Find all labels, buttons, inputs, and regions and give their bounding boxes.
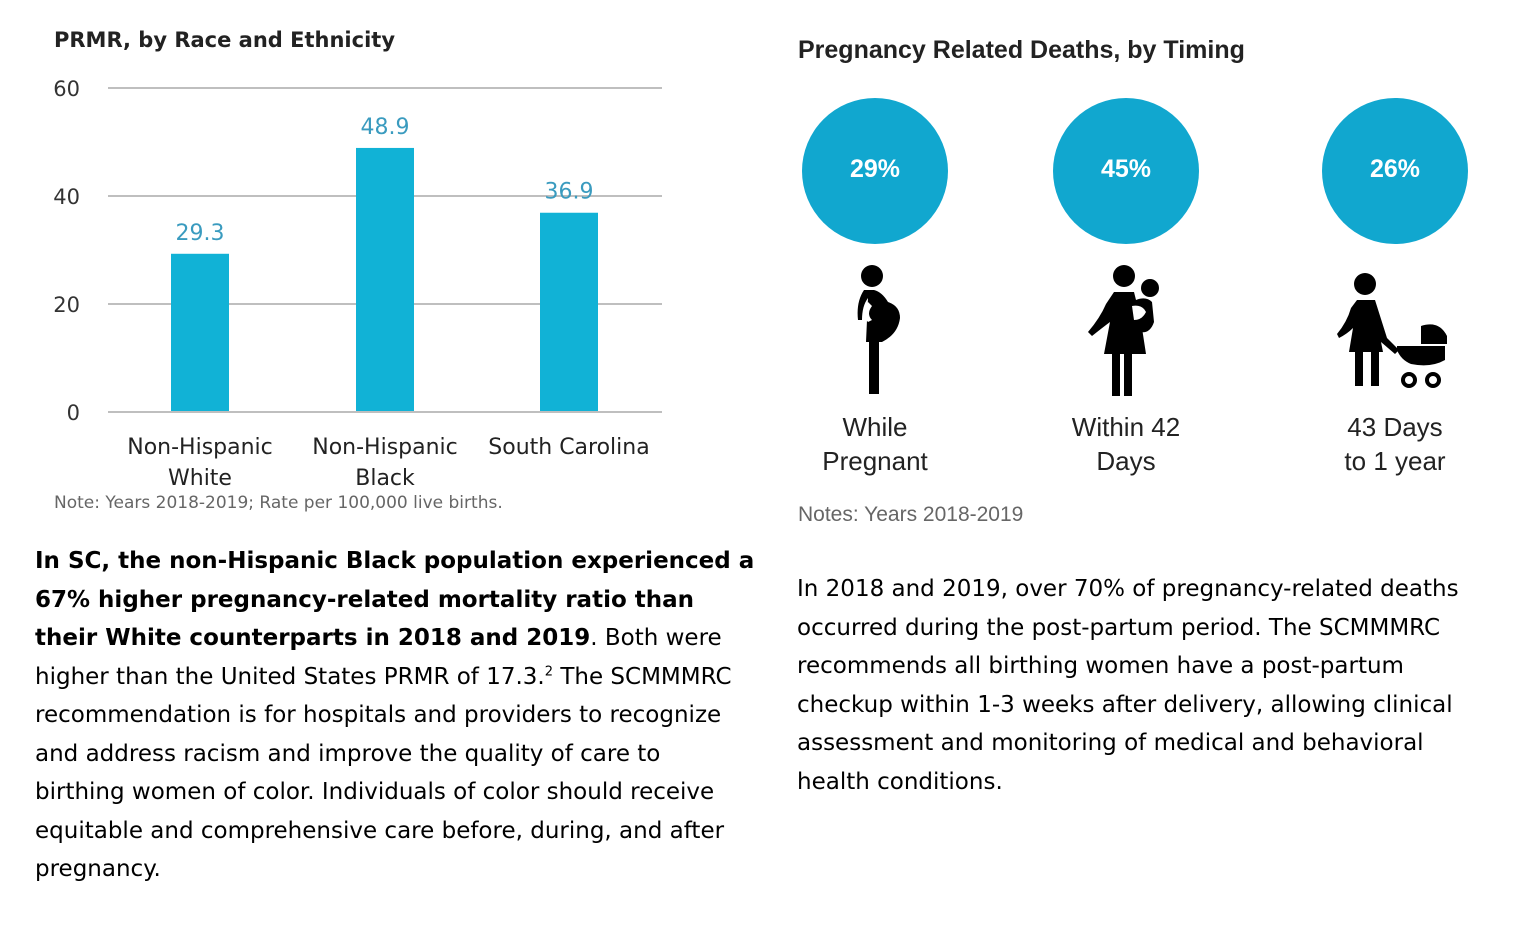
category-label: White — [168, 466, 232, 491]
percent-circle-1-year: 26% — [1322, 98, 1468, 244]
percent-text: 29% — [849, 154, 901, 183]
label-line: Pregnant — [822, 446, 928, 476]
data-label: 48.9 — [361, 115, 410, 140]
label-line: Days — [1096, 446, 1156, 476]
left-paragraph-text2: The SCMMMRC recommendation is for hospit… — [35, 663, 732, 883]
category-label: South Carolina — [488, 435, 649, 460]
prmr-bar-chart: 0 20 40 60 29.3 Non-Hispanic White 48.9 Non-His… — [53, 77, 662, 491]
chart-note: Note: Years 2018-2019; Rate per 100,000 … — [54, 493, 503, 513]
woman-with-stroller-icon — [1337, 273, 1447, 388]
footnote-marker: 2 — [544, 663, 554, 679]
bar — [540, 212, 598, 412]
label-line: While — [842, 412, 908, 442]
bar — [171, 253, 229, 412]
bar — [356, 147, 414, 412]
timing-label-1-year: 43 Days to 1 year — [1295, 410, 1495, 478]
data-label: 36.9 — [545, 180, 594, 205]
label-line: 43 Days — [1347, 412, 1443, 442]
label-line: to 1 year — [1344, 446, 1446, 476]
chart-title: PRMR, by Race and Ethnicity — [54, 28, 396, 52]
timing-title: Pregnancy Related Deaths, by Timing — [798, 36, 1245, 64]
category-label: Non-Hispanic — [312, 435, 458, 460]
y-tick-label: 40 — [53, 185, 80, 209]
data-label: 29.3 — [176, 221, 225, 246]
right-paragraph: In 2018 and 2019, over 70% of pregnancy-… — [797, 576, 1459, 795]
y-tick-label: 0 — [67, 401, 80, 425]
left-paragraph-text1: . Both were higher than the United State… — [35, 625, 722, 690]
left-paragraph: In SC, the non-Hispanic Black population… — [35, 542, 755, 889]
timing-label-pregnant: While Pregnant — [775, 410, 975, 478]
percent-circle-pregnant: 29% — [802, 98, 948, 244]
y-tick-label: 60 — [53, 77, 80, 101]
percent-text: 45% — [1100, 154, 1152, 183]
pregnant-woman-icon — [857, 265, 900, 394]
percent-circle-42-days: 45% — [1053, 98, 1199, 244]
timing-label-42-days: Within 42 Days — [1026, 410, 1226, 478]
timing-note: Notes: Years 2018-2019 — [798, 503, 1024, 526]
category-label: Non-Hispanic — [127, 435, 273, 460]
left-paragraph-bold: In SC, the non-Hispanic Black population… — [35, 548, 755, 651]
label-line: Within 42 — [1071, 412, 1181, 442]
category-label: Black — [355, 466, 415, 491]
y-tick-label: 20 — [53, 293, 80, 317]
percent-text: 26% — [1369, 154, 1421, 183]
woman-with-baby-icon — [1088, 265, 1159, 396]
